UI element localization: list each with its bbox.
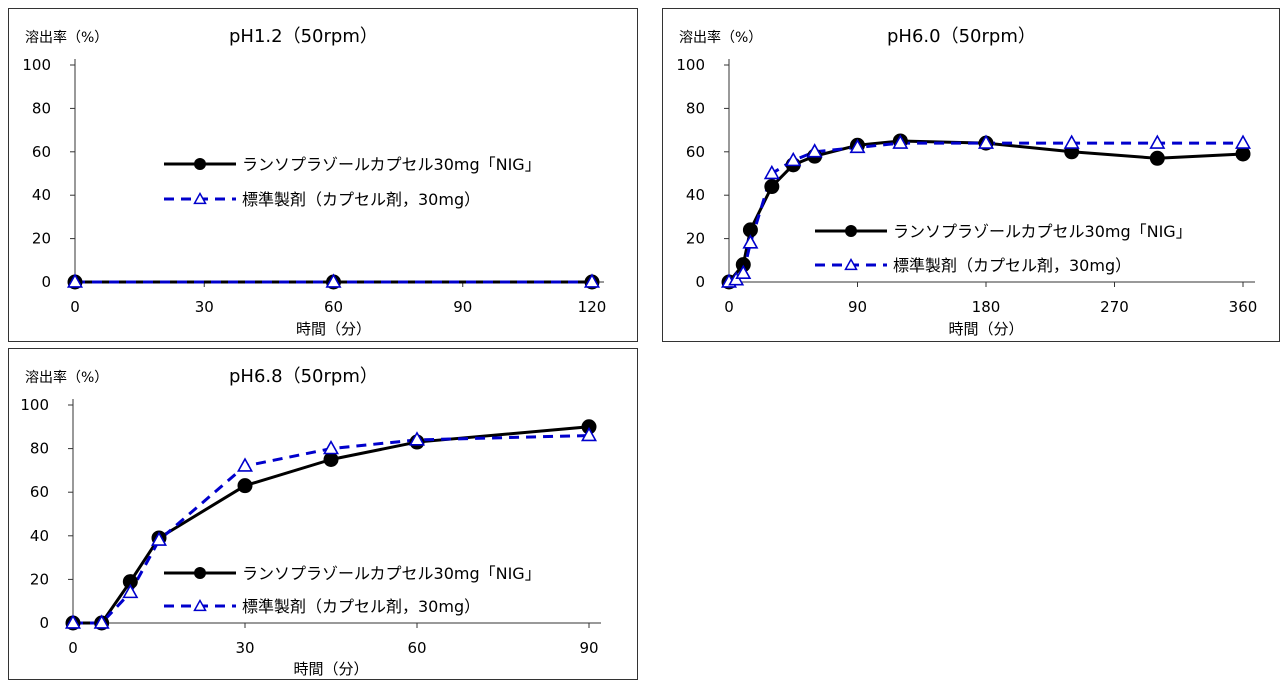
- series-1-point: [785, 151, 802, 167]
- y-tick-label: 60: [686, 143, 705, 161]
- x-tick-label: 360: [1229, 298, 1258, 316]
- legend-marker-1: [193, 191, 207, 205]
- legend-marker-0: [194, 567, 206, 579]
- chart-panel-ph68: pH6.8（50rpm） 溶出率（%） 時間（分） 0 20 40 60 80 100 0 30 60…: [8, 348, 638, 680]
- series-1-point: [849, 138, 866, 154]
- y-axis-label: 溶出率（%）: [679, 29, 762, 46]
- series-1-point: [64, 614, 82, 629]
- y-tick-label: 80: [686, 99, 705, 117]
- legend-marker-1: [193, 598, 207, 612]
- x-axis-label: 時間（分）: [293, 660, 368, 678]
- series-1-point: [580, 426, 598, 442]
- y-tick-label: 40: [686, 186, 705, 204]
- series-1-point: [66, 273, 84, 288]
- chart-title: pH6.8（50rpm）: [229, 366, 378, 387]
- legend-label-1: 標準製剤（カプセル剤，30mg）: [242, 597, 480, 616]
- x-tick-label: 0: [68, 639, 78, 657]
- y-tick-label: 0: [39, 614, 49, 632]
- series-1-point: [150, 531, 168, 546]
- x-tick-label: 90: [579, 639, 598, 657]
- x-tick-label: 90: [453, 298, 472, 316]
- y-tick-label: 20: [32, 230, 51, 248]
- series-1-point: [977, 134, 995, 149]
- x-tick-label: 0: [70, 298, 80, 316]
- series-1-point: [408, 431, 426, 446]
- x-tick-label: 30: [235, 639, 254, 657]
- legend-label-0: ランソプラゾールカプセル30mg「NIG」: [242, 155, 541, 174]
- chart-title: pH1.2（50rpm）: [229, 26, 378, 47]
- series-0-point: [1235, 146, 1251, 162]
- y-tick-label: 0: [41, 273, 51, 291]
- legend-label-0: ランソプラゾールカプセル30mg「NIG」: [893, 222, 1192, 241]
- x-tick-label: 60: [407, 639, 426, 657]
- legend-marker-1: [844, 257, 858, 271]
- chart-ph60: pH6.0（50rpm） 溶出率（%） 時間（分） 0 20 40 60 80 100 0 90 18…: [676, 26, 1258, 338]
- y-tick-label: 60: [32, 143, 51, 161]
- chart-title: pH6.0（50rpm）: [887, 26, 1036, 47]
- x-tick-label: 90: [848, 298, 867, 316]
- series-1-point: [742, 234, 759, 249]
- y-tick-label: 0: [695, 273, 705, 291]
- series-0-point: [764, 179, 780, 195]
- series-1-point: [122, 583, 139, 599]
- y-axis-label: 溶出率（%）: [25, 369, 108, 386]
- y-tick-label: 80: [32, 99, 51, 117]
- y-tick-label: 20: [686, 230, 705, 248]
- y-axis-label: 溶出率（%）: [25, 29, 108, 46]
- series-0-point: [323, 452, 339, 467]
- legend-marker-0: [845, 225, 857, 237]
- x-tick-label: 120: [578, 298, 607, 316]
- chart-panel-ph12: pH1.2（50rpm） 溶出率（%） 時間（分） 0 20 40 60 80 100 0 30 60…: [8, 8, 638, 342]
- y-tick-label: 80: [30, 440, 49, 458]
- x-axis-label: 時間（分）: [296, 320, 371, 338]
- series-1-point: [763, 164, 780, 180]
- series-1-point: [93, 614, 110, 629]
- chart-ph12: pH1.2（50rpm） 溶出率（%） 時間（分） 0 20 40 60 80 100 0 30 60…: [22, 26, 607, 338]
- y-tick-label: 100: [22, 56, 51, 74]
- series-1-point: [583, 273, 601, 288]
- series-1-point: [806, 143, 823, 158]
- legend-label-1: 標準製剤（カプセル剤，30mg）: [242, 190, 480, 209]
- series-1-point: [1149, 134, 1166, 149]
- y-tick-label: 40: [30, 527, 49, 545]
- y-tick-label: 60: [30, 483, 49, 501]
- series-1-point: [322, 439, 340, 455]
- series-1-point: [325, 273, 342, 288]
- legend-marker-0: [194, 158, 206, 170]
- y-tick-label: 100: [20, 396, 49, 414]
- chart-panel-ph60: pH6.0（50rpm） 溶出率（%） 時間（分） 0 20 40 60 80 100 0 90 18…: [662, 8, 1280, 342]
- legend-label-0: ランソプラゾールカプセル30mg「NIG」: [242, 564, 541, 583]
- series-1-point: [892, 134, 909, 149]
- series-1-point: [735, 264, 752, 280]
- x-tick-label: 270: [1100, 298, 1129, 316]
- y-tick-label: 100: [676, 56, 705, 74]
- x-tick-label: 30: [195, 298, 214, 316]
- y-tick-label: 40: [32, 186, 51, 204]
- y-tick-label: 20: [30, 570, 49, 588]
- x-tick-label: 60: [324, 298, 343, 316]
- series-0-point: [1149, 150, 1165, 166]
- series-0-point: [237, 478, 253, 494]
- x-tick-label: 0: [724, 298, 734, 316]
- series-1-point: [236, 457, 254, 472]
- legend-label-1: 標準製剤（カプセル剤，30mg）: [893, 256, 1131, 275]
- x-tick-label: 180: [972, 298, 1001, 316]
- x-axis-label: 時間（分）: [948, 320, 1023, 338]
- series-1-point: [1063, 134, 1080, 149]
- series-1-point: [1234, 134, 1252, 149]
- chart-ph68: pH6.8（50rpm） 溶出率（%） 時間（分） 0 20 40 60 80 100 0 30 60…: [20, 366, 601, 678]
